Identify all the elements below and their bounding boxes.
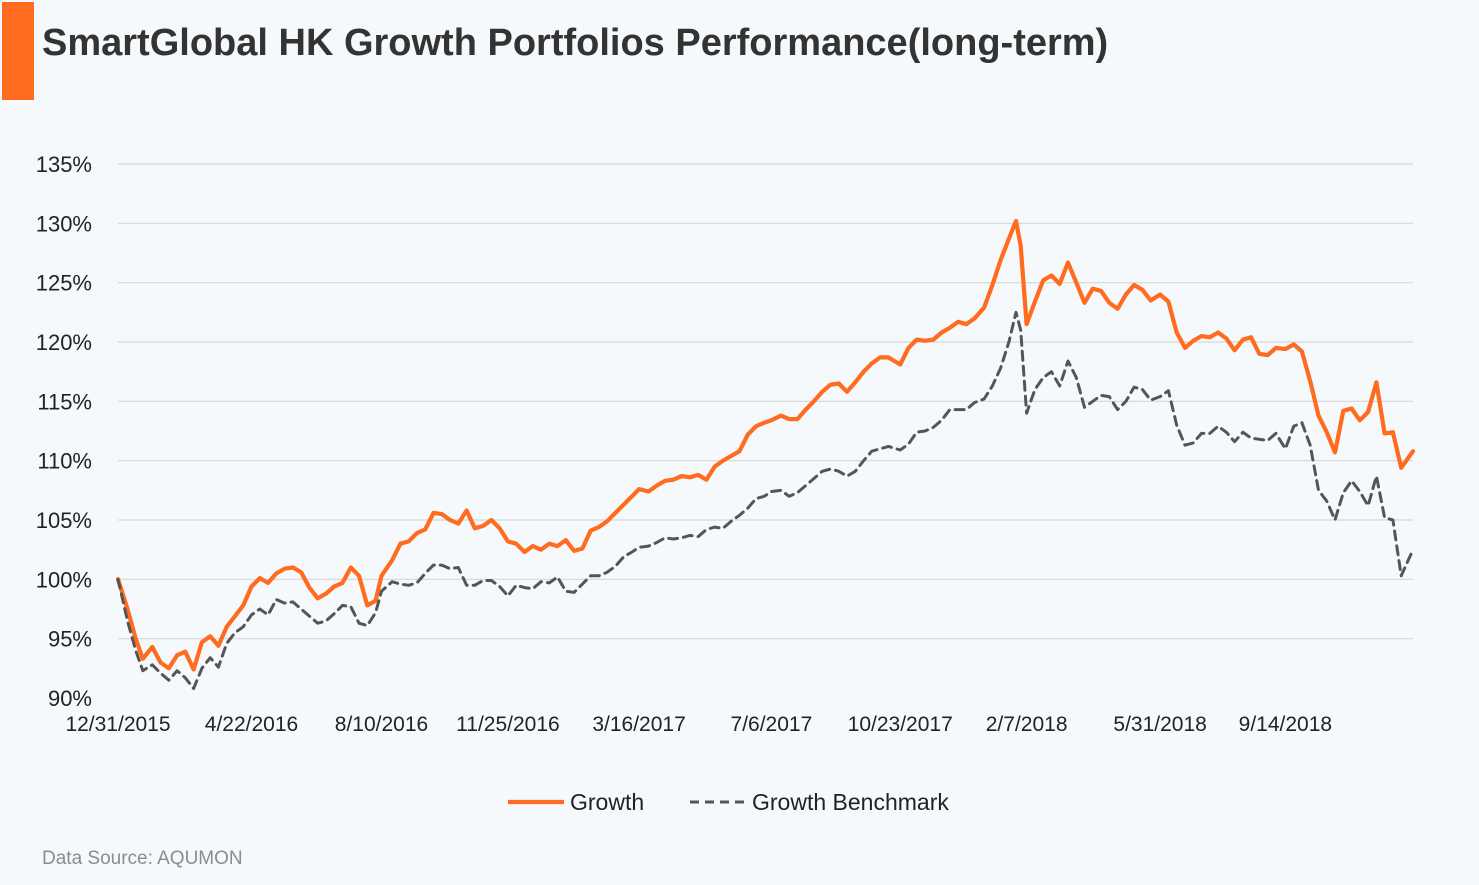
y-tick-label: 130% — [36, 211, 92, 236]
y-tick-label: 115% — [37, 389, 92, 414]
y-tick-label: 100% — [36, 567, 92, 592]
x-tick-label: 2/7/2018 — [986, 713, 1068, 736]
benchmark-series-line — [116, 310, 1415, 690]
legend: Growth Growth Benchmark — [508, 789, 949, 815]
title-accent-bar — [2, 2, 34, 100]
x-tick-label: 5/31/2018 — [1113, 713, 1206, 736]
chart-title: SmartGlobal HK Growth Portfolios Perform… — [42, 22, 1109, 64]
data-source-note: Data Source: AQUMON — [42, 848, 243, 869]
y-tick-label: 120% — [36, 330, 92, 355]
x-tick-label: 10/23/2017 — [848, 713, 953, 736]
x-tick-label: 3/16/2017 — [592, 713, 685, 736]
series-layer — [115, 218, 1416, 690]
x-tick-label: 9/14/2018 — [1239, 713, 1332, 736]
growth-series-line — [115, 218, 1416, 672]
x-axis-ticks: 12/31/2015 4/22/2016 8/10/2016 11/25/2016 3/… — [65, 713, 1332, 736]
x-tick-label: 7/6/2017 — [731, 713, 813, 736]
legend-benchmark-label: Growth Benchmark — [752, 789, 949, 815]
y-tick-label: 95% — [48, 627, 92, 652]
y-tick-label: 110% — [37, 449, 92, 474]
gridlines — [118, 163, 1413, 640]
x-tick-label: 4/22/2016 — [205, 713, 298, 736]
y-tick-label: 90% — [48, 686, 92, 711]
y-axis-ticks: 90% 95% 100% 105% 110% 115% 120% 125% 130% 135% — [36, 152, 92, 711]
x-tick-label: 8/10/2016 — [335, 713, 428, 736]
y-tick-label: 135% — [36, 152, 92, 177]
y-tick-label: 125% — [36, 271, 92, 296]
x-tick-label: 11/25/2016 — [456, 713, 560, 736]
x-tick-label: 12/31/2015 — [65, 713, 170, 736]
legend-growth-label: Growth — [570, 789, 644, 815]
y-tick-label: 105% — [36, 508, 92, 533]
